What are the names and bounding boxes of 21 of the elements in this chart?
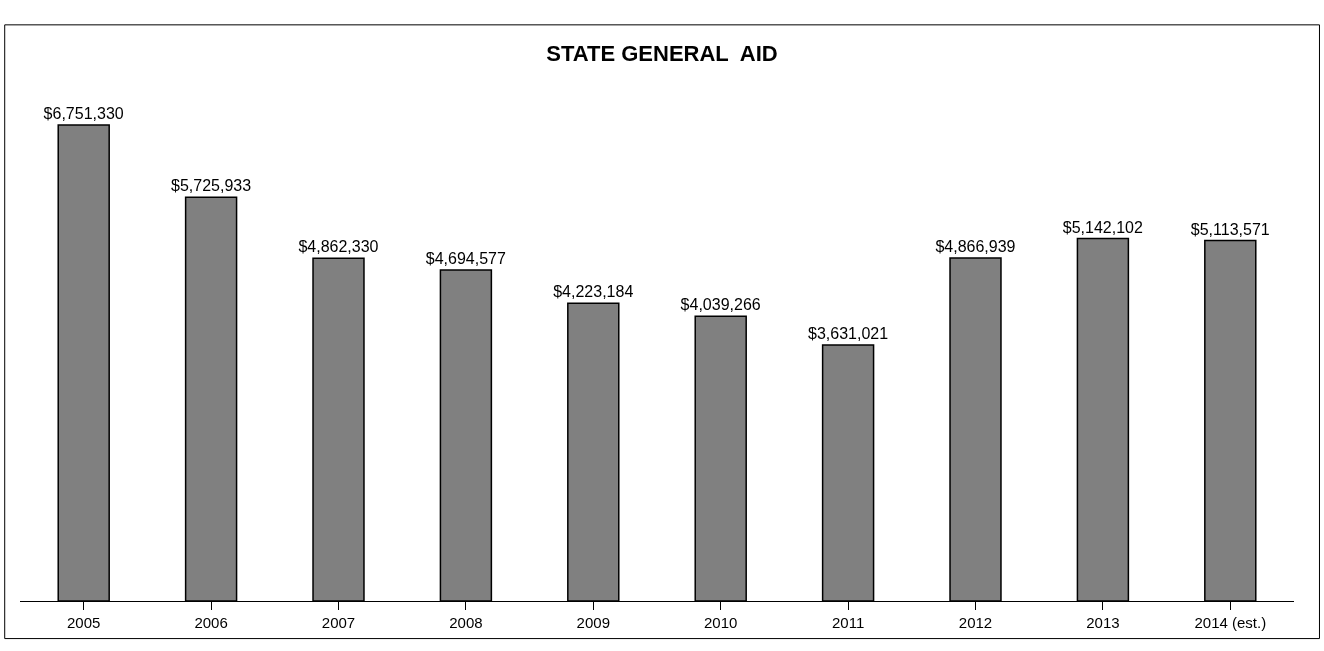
x-tick-label: 2014 (est.): [1194, 614, 1267, 631]
x-tick-label: 2006: [194, 614, 228, 631]
chart-title: STATE GENERAL AID: [546, 40, 778, 66]
data-label: $5,725,933: [171, 177, 252, 195]
data-label: $4,694,577: [425, 250, 506, 268]
data-label: $4,223,184: [553, 283, 634, 301]
x-tick-label: 2013: [1086, 614, 1120, 631]
x-tick-label: 2011: [831, 614, 865, 631]
data-label: $4,866,939: [935, 237, 1016, 255]
data-label: $5,113,571: [1190, 220, 1270, 238]
data-label: $4,039,266: [680, 296, 761, 314]
x-tick-label: 2005: [67, 614, 101, 631]
x-tick-label: 2012: [958, 614, 993, 631]
x-tick-label: 2010: [704, 614, 738, 631]
data-label: $5,142,102: [1062, 218, 1143, 236]
data-label: $3,631,021: [808, 325, 889, 343]
x-tick-label: 2007: [321, 614, 356, 631]
data-label: $4,862,330: [298, 238, 379, 256]
x-tick-label: 2008: [449, 614, 483, 631]
x-tick-label: 2009: [576, 614, 610, 631]
data-label: $6,751,330: [43, 105, 124, 123]
